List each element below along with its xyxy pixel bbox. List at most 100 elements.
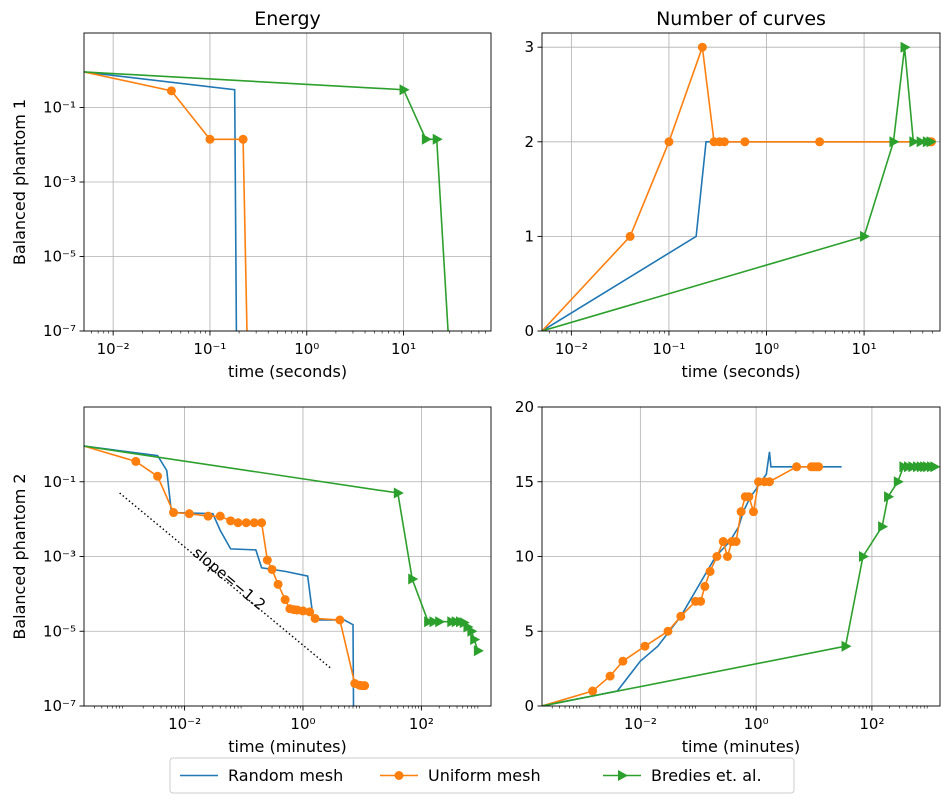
data-point-circle xyxy=(257,518,267,528)
y-tick-label: 10⁻⁷ xyxy=(43,322,76,340)
x-tick-label: 10⁰ xyxy=(294,340,319,358)
data-point-circle xyxy=(233,518,243,528)
data-point-circle xyxy=(335,615,345,625)
data-point-circle xyxy=(664,137,674,147)
data-point-circle xyxy=(267,564,277,574)
data-point-circle xyxy=(131,456,141,466)
x-tick-label: 10⁻¹ xyxy=(652,340,685,358)
data-point-circle xyxy=(718,537,728,547)
data-point-circle xyxy=(205,134,215,144)
x-tick-label: 10⁰ xyxy=(290,715,315,733)
data-point-triangle xyxy=(470,634,481,646)
data-point-triangle xyxy=(909,136,920,148)
data-point-circle xyxy=(305,607,315,617)
plot-frame xyxy=(541,32,941,332)
y-tick-label: 2 xyxy=(524,133,534,151)
series-layer xyxy=(84,445,484,706)
data-point-circle xyxy=(712,552,722,561)
y-tick-label: 10 xyxy=(515,548,534,566)
data-point-circle xyxy=(360,681,370,691)
data-point-triangle xyxy=(926,136,937,148)
chart-title: Number of curves xyxy=(656,8,826,30)
y-tick-label: 0 xyxy=(524,697,534,715)
x-tick-label: 10⁰ xyxy=(754,340,779,358)
data-point-circle xyxy=(203,511,213,521)
y-tick-label: 10⁻⁷ xyxy=(43,697,76,715)
y-tick-label: 15 xyxy=(515,473,534,491)
legend-entry: Uniform mesh xyxy=(380,766,541,785)
series-layer xyxy=(542,451,940,706)
series-line-random-mesh xyxy=(542,451,842,706)
data-point-circle xyxy=(153,471,163,481)
data-point-circle xyxy=(640,641,650,651)
data-point-circle xyxy=(241,518,251,528)
data-point-circle xyxy=(740,137,750,147)
data-point-circle xyxy=(238,134,248,144)
y-tick-label: 20 xyxy=(515,398,534,416)
x-tick-label: 10⁰ xyxy=(744,715,769,733)
slope-reference-line xyxy=(119,492,332,670)
x-tick-label: 10² xyxy=(409,715,434,733)
chart-p1-curves: 10⁻² 10⁻¹ 10⁰ 10¹ 0 1 2 3 time (seconds) Number o… xyxy=(524,8,941,381)
legend: Random mesh Uniform mesh Bredies et. al. xyxy=(169,757,795,794)
legend-marker-triangle xyxy=(618,770,628,781)
y-tick-label: 5 xyxy=(524,622,534,640)
data-point-circle xyxy=(764,477,774,487)
data-point-triangle xyxy=(432,133,443,145)
data-point-circle xyxy=(676,611,686,621)
data-point-triangle xyxy=(473,645,484,657)
legend-box xyxy=(169,757,795,794)
legend-label: Bredies et. al. xyxy=(651,766,762,785)
data-point-circle xyxy=(697,42,707,52)
series-line-random-mesh xyxy=(84,71,238,331)
data-point-circle xyxy=(262,555,272,565)
data-point-triangle xyxy=(884,491,895,503)
data-point-circle xyxy=(663,626,673,636)
x-tick-label: 10⁻² xyxy=(97,340,130,358)
data-point-circle xyxy=(184,509,194,519)
data-point-circle xyxy=(618,656,628,666)
data-point-triangle xyxy=(421,133,432,145)
data-point-circle xyxy=(722,552,732,561)
x-tick-label: 10¹ xyxy=(852,340,877,358)
x-tick-label: 10¹ xyxy=(391,340,416,358)
series-layer xyxy=(84,71,449,331)
data-point-triangle xyxy=(900,41,911,53)
data-point-circle xyxy=(588,686,598,696)
data-point-circle xyxy=(249,518,259,528)
data-point-triangle xyxy=(893,476,904,488)
data-point-triangle xyxy=(467,625,478,637)
data-point-circle xyxy=(169,508,179,518)
data-point-circle xyxy=(744,492,754,502)
data-point-triangle xyxy=(930,461,940,473)
legend-label: Uniform mesh xyxy=(428,766,541,785)
data-point-circle xyxy=(226,516,236,526)
y-tick-label: 10⁻⁵ xyxy=(43,622,76,640)
data-point-circle xyxy=(273,579,283,589)
data-point-circle xyxy=(625,231,635,241)
data-point-circle xyxy=(310,613,320,623)
chart-title: Energy xyxy=(254,8,321,30)
data-point-triangle xyxy=(429,616,440,628)
data-point-triangle xyxy=(408,573,419,585)
y-tick-label: 10⁻⁵ xyxy=(43,248,76,266)
legend-marker-circle xyxy=(394,771,404,780)
data-point-triangle xyxy=(878,521,889,533)
data-point-circle xyxy=(736,507,746,517)
data-point-triangle xyxy=(860,230,871,242)
x-tick-label: 10⁻² xyxy=(168,715,201,733)
x-axis-label: time (seconds) xyxy=(681,362,800,381)
series-line-uniform-mesh xyxy=(542,465,819,706)
x-tick-label: 10⁻² xyxy=(624,715,657,733)
x-tick-label: 10⁻² xyxy=(555,340,588,358)
data-point-triangle xyxy=(889,136,900,148)
data-point-circle xyxy=(705,566,715,576)
data-point-circle xyxy=(696,596,706,606)
data-point-triangle xyxy=(858,551,869,562)
data-point-circle xyxy=(215,511,225,521)
chart-p2-curves: 10⁻² 10⁰ 10² 0 5 10 15 20 time (minutes) xyxy=(515,398,941,756)
y-tick-label: 10⁻¹ xyxy=(43,99,76,117)
